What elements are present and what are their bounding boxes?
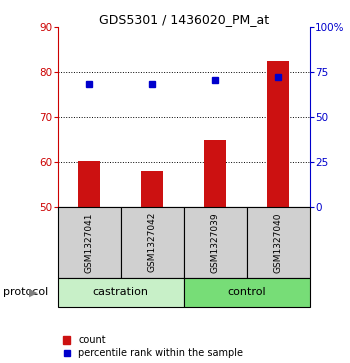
Text: GSM1327040: GSM1327040 (274, 212, 283, 273)
Bar (267, 61, 289, 207)
Bar (247, 207, 310, 278)
Text: GSM1327042: GSM1327042 (148, 212, 157, 273)
Text: GSM1327041: GSM1327041 (85, 212, 94, 273)
Title: GDS5301 / 1436020_PM_at: GDS5301 / 1436020_PM_at (99, 13, 269, 26)
Bar (184, 278, 310, 307)
Text: control: control (228, 287, 266, 297)
Bar (121, 207, 184, 278)
Text: castration: castration (93, 287, 149, 297)
Bar (184, 207, 247, 278)
Text: GSM1327039: GSM1327039 (211, 212, 220, 273)
Bar (78, 161, 100, 207)
Bar (58, 278, 184, 307)
Bar (204, 139, 226, 207)
Text: ▶: ▶ (29, 287, 37, 297)
Bar (141, 171, 163, 207)
Legend: count, percentile rank within the sample: count, percentile rank within the sample (63, 335, 243, 358)
Text: protocol: protocol (4, 287, 49, 297)
Bar (58, 207, 121, 278)
